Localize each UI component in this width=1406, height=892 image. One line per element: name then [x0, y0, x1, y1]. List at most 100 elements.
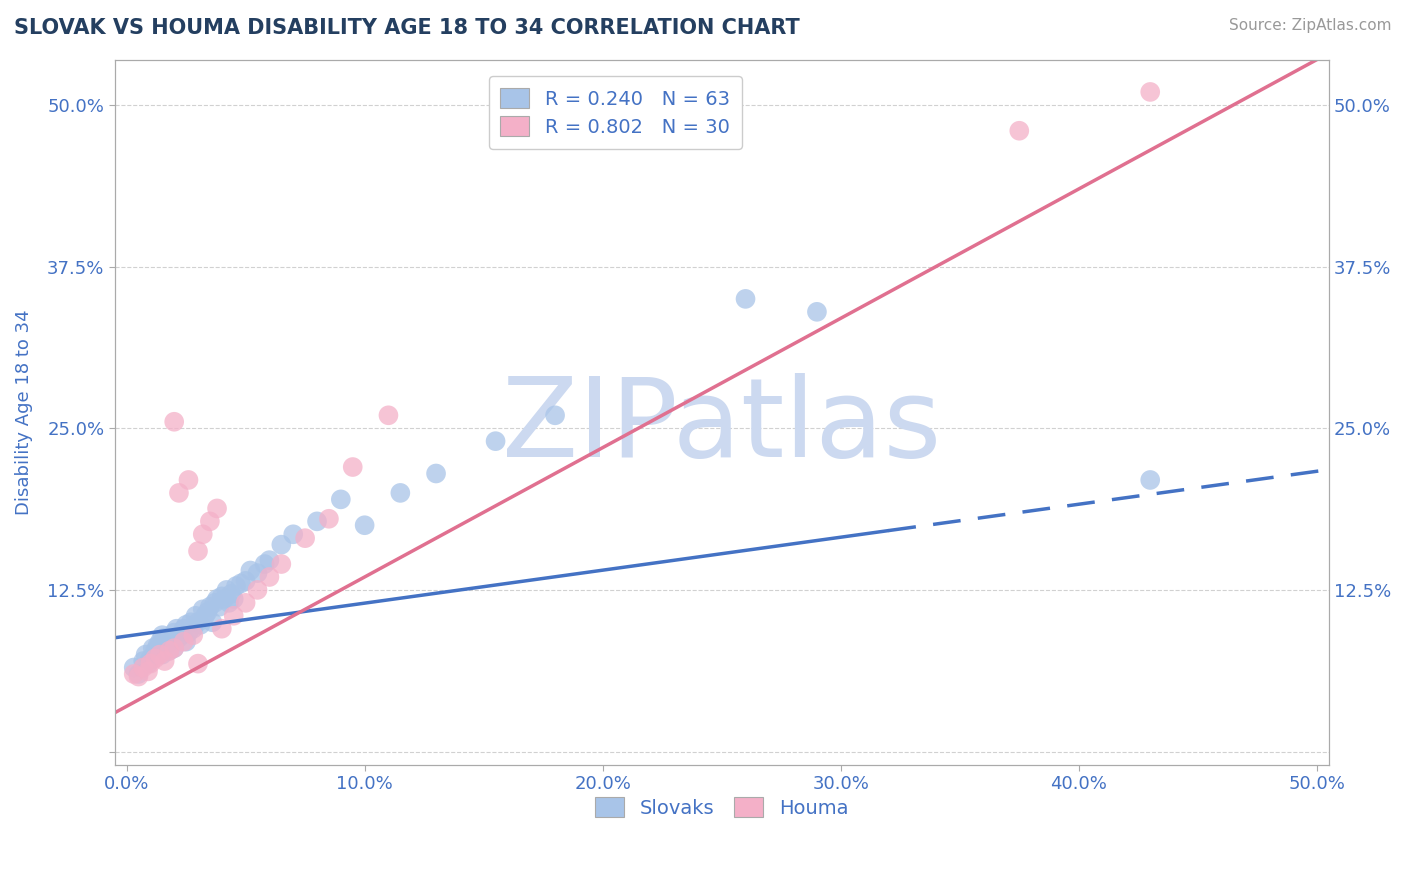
- Point: [187, 657, 209, 671]
- Point: [229, 576, 252, 591]
- Point: [177, 473, 200, 487]
- Point: [246, 582, 269, 597]
- Point: [149, 648, 172, 662]
- Y-axis label: Disability Age 18 to 34: Disability Age 18 to 34: [15, 310, 32, 515]
- Point: [259, 570, 281, 584]
- Text: ZIPatlas: ZIPatlas: [502, 373, 942, 480]
- Point: [136, 665, 159, 679]
- Point: [187, 615, 209, 630]
- Point: [198, 599, 221, 614]
- Point: [225, 579, 247, 593]
- Point: [211, 590, 233, 604]
- Point: [270, 538, 292, 552]
- Point: [329, 492, 352, 507]
- Point: [484, 434, 506, 449]
- Point: [174, 634, 197, 648]
- Point: [153, 654, 176, 668]
- Point: [259, 553, 281, 567]
- Point: [166, 622, 188, 636]
- Text: SLOVAK VS HOUMA DISABILITY AGE 18 TO 34 CORRELATION CHART: SLOVAK VS HOUMA DISABILITY AGE 18 TO 34 …: [14, 18, 800, 37]
- Point: [150, 628, 173, 642]
- Point: [180, 615, 202, 630]
- Point: [1008, 124, 1031, 138]
- Point: [190, 617, 212, 632]
- Point: [222, 591, 245, 606]
- Point: [283, 527, 305, 541]
- Point: [132, 654, 155, 668]
- Point: [143, 643, 166, 657]
- Point: [239, 564, 262, 578]
- Point: [194, 608, 217, 623]
- Point: [235, 574, 257, 588]
- Point: [174, 617, 197, 632]
- Point: [173, 634, 195, 648]
- Point: [204, 596, 226, 610]
- Point: [139, 651, 162, 665]
- Point: [342, 460, 364, 475]
- Point: [246, 566, 269, 580]
- Point: [353, 518, 375, 533]
- Point: [205, 501, 228, 516]
- Point: [150, 648, 173, 662]
- Point: [806, 305, 828, 319]
- Point: [149, 634, 172, 648]
- Point: [181, 622, 204, 636]
- Point: [191, 602, 214, 616]
- Point: [389, 486, 412, 500]
- Point: [377, 409, 399, 423]
- Point: [163, 625, 186, 640]
- Point: [198, 514, 221, 528]
- Point: [163, 415, 186, 429]
- Point: [187, 544, 209, 558]
- Point: [201, 615, 224, 630]
- Point: [191, 527, 214, 541]
- Point: [156, 639, 179, 653]
- Point: [544, 409, 567, 423]
- Point: [1139, 473, 1161, 487]
- Text: Source: ZipAtlas.com: Source: ZipAtlas.com: [1229, 18, 1392, 33]
- Point: [253, 557, 276, 571]
- Point: [221, 587, 243, 601]
- Point: [205, 591, 228, 606]
- Point: [127, 667, 149, 681]
- Point: [218, 596, 240, 610]
- Point: [167, 631, 190, 645]
- Point: [132, 660, 155, 674]
- Legend: Slovaks, Houma: Slovaks, Houma: [588, 789, 856, 825]
- Point: [270, 557, 292, 571]
- Point: [159, 643, 181, 657]
- Point: [208, 599, 231, 614]
- Point: [142, 641, 165, 656]
- Point: [167, 486, 190, 500]
- Point: [160, 634, 183, 648]
- Point: [184, 608, 207, 623]
- Point: [1139, 85, 1161, 99]
- Point: [222, 608, 245, 623]
- Point: [197, 605, 219, 619]
- Point: [159, 643, 181, 657]
- Point: [136, 657, 159, 671]
- Point: [122, 667, 145, 681]
- Point: [153, 631, 176, 645]
- Point: [139, 657, 162, 671]
- Point: [212, 591, 235, 606]
- Point: [143, 651, 166, 665]
- Point: [318, 512, 340, 526]
- Point: [215, 582, 238, 597]
- Point: [163, 641, 186, 656]
- Point: [163, 641, 186, 656]
- Point: [146, 639, 169, 653]
- Point: [177, 625, 200, 640]
- Point: [135, 648, 157, 662]
- Point: [127, 669, 149, 683]
- Point: [235, 596, 257, 610]
- Point: [181, 628, 204, 642]
- Point: [122, 660, 145, 674]
- Point: [170, 628, 193, 642]
- Point: [425, 467, 447, 481]
- Point: [305, 514, 328, 528]
- Point: [734, 292, 756, 306]
- Point: [294, 531, 316, 545]
- Point: [211, 622, 233, 636]
- Point: [173, 622, 195, 636]
